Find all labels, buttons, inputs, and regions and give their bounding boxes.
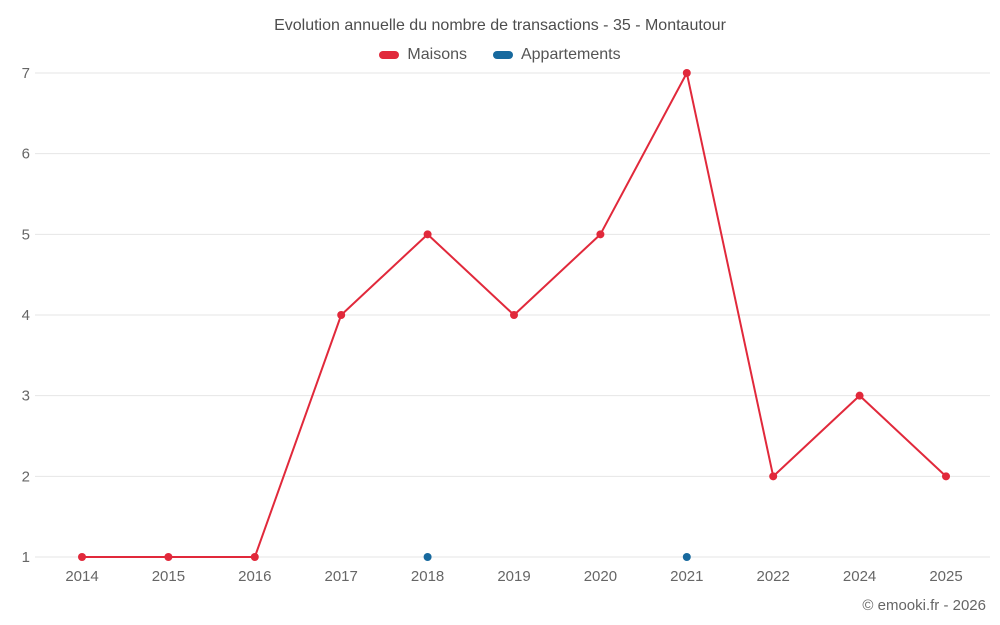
y-tick-label: 6: [22, 146, 30, 163]
y-tick-label: 5: [22, 226, 30, 243]
appartements-legend-label: Appartements: [520, 46, 621, 63]
y-tick-label: 7: [22, 65, 30, 82]
maisons-point: [78, 553, 86, 561]
maisons-point: [164, 553, 173, 561]
appartements-point: [682, 553, 691, 561]
maisons-point: [337, 311, 346, 319]
appartements-legend-swatch: [492, 51, 513, 59]
maisons-point: [510, 311, 518, 319]
y-tick-label: 3: [22, 388, 30, 405]
legend-item-maisons[interactable]: Maisons: [379, 46, 467, 64]
x-tick-label: 2018: [411, 568, 444, 585]
copyright: © emooki.fr - 2026: [862, 597, 986, 614]
chart-title: Evolution annuelle du nombre de transact…: [274, 17, 726, 34]
maisons-point: [855, 391, 864, 400]
chart-legend: Maisons Appartements: [0, 46, 1000, 64]
x-tick-label: 2022: [757, 568, 790, 585]
x-tick-label: 2016: [238, 568, 271, 585]
x-tick-label: 2024: [843, 568, 876, 585]
maisons-point: [596, 230, 605, 239]
maisons-legend-swatch: [379, 51, 400, 59]
x-tick-label: 2015: [152, 568, 185, 585]
x-tick-label: 2019: [497, 568, 530, 585]
appartements-point: [423, 553, 432, 561]
x-tick-label: 2017: [325, 568, 358, 585]
maisons-point: [682, 69, 691, 77]
y-tick-label: 1: [22, 549, 30, 566]
x-tick-label: 2021: [670, 568, 703, 585]
maisons-legend-label: Maisons: [407, 46, 467, 63]
x-tick-label: 2014: [65, 568, 98, 585]
maisons-point: [942, 472, 950, 481]
y-tick-label: 4: [22, 307, 30, 324]
x-tick-label: 2025: [929, 568, 962, 585]
maisons-point: [769, 472, 778, 481]
y-tick-label: 2: [22, 468, 30, 485]
maisons-point: [250, 553, 259, 561]
x-tick-label: 2020: [584, 568, 617, 585]
legend-item-appartements[interactable]: Appartements: [492, 46, 621, 64]
maisons-point: [423, 230, 432, 239]
